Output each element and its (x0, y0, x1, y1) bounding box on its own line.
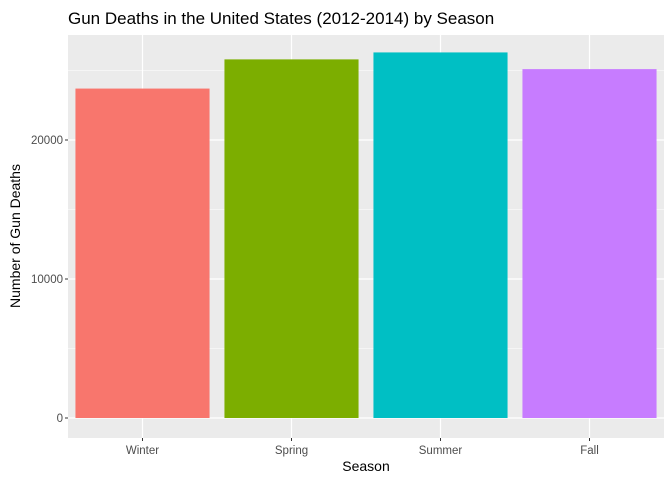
y-axis-title: Number of Gun Deaths (7, 164, 23, 308)
bar-fall (522, 69, 657, 419)
x-tick-label-spring: Spring (275, 445, 308, 457)
x-tick-label-summer: Summer (419, 445, 463, 457)
x-tick-label-fall: Fall (580, 445, 599, 457)
y-tick-label: 10000 (31, 274, 63, 286)
bars-group (75, 52, 657, 419)
x-axis-title: Season (342, 458, 389, 474)
y-axis: 0 10000 20000 (31, 135, 68, 425)
y-tick-label: 20000 (31, 135, 63, 147)
bar-summer (373, 52, 508, 419)
x-axis: Winter Spring Summer Fall (126, 438, 599, 457)
x-tick-label-winter: Winter (126, 445, 159, 457)
y-tick-label: 0 (57, 413, 63, 425)
chart-title: Gun Deaths in the United States (2012-20… (68, 9, 494, 28)
bar-winter (75, 88, 210, 418)
bar-spring (224, 59, 359, 418)
